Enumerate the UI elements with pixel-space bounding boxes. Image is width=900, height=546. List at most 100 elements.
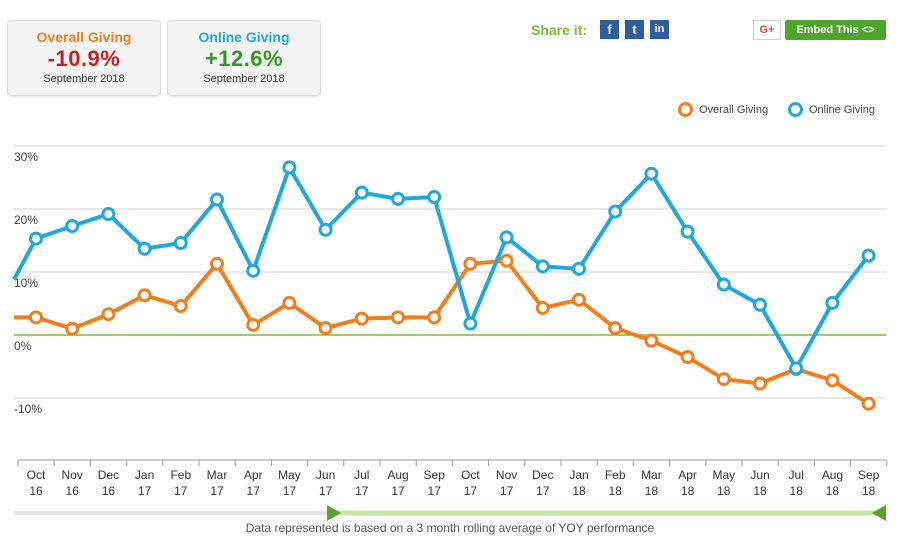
data-point-online-giving [789,361,804,376]
data-point-online-giving [463,316,478,331]
online-giving-card: Online Giving +12.6% September 2018 [167,20,321,96]
x-tick-label: Jul [789,468,804,482]
data-point-online-giving [680,224,695,239]
x-tick-label: 17 [536,484,550,498]
legend-online-marker-icon [788,102,803,117]
x-tick-label: Apr [244,468,263,482]
data-point-online-giving [716,277,731,292]
data-point-overall-giving [173,299,188,314]
data-point-online-giving [65,219,80,234]
data-point-online-giving [825,295,840,310]
x-tick-label: Dec [98,468,119,482]
embed-button[interactable]: Embed This <> [785,20,886,40]
data-point-overall-giving [644,333,659,348]
x-tick-label: 18 [790,484,804,498]
data-point-overall-giving [318,321,333,336]
data-point-online-giving [644,166,659,181]
data-point-online-giving [608,204,623,219]
x-tick-label: 16 [66,484,80,498]
x-tick-label: 17 [428,484,442,498]
footnote: Data represented is based on a 3 month r… [245,521,655,535]
data-point-overall-giving [65,321,80,336]
x-tick-label: 16 [102,484,116,498]
overall-giving-title: Overall Giving [36,29,132,45]
x-tick-label: Nov [496,468,517,482]
legend-overall-marker-icon [678,102,693,117]
data-point-overall-giving [608,321,623,336]
twitter-icon[interactable]: t [625,20,644,39]
range-handle-left-icon [327,505,341,521]
data-point-online-giving [137,241,152,256]
data-point-online-giving [29,231,43,246]
online-giving-value: +12.6% [204,46,284,71]
x-tick-label: Sep [858,468,880,482]
range-handle-right-icon [872,505,886,521]
x-tick-label: Apr [678,468,697,482]
overall-giving-value: -10.9% [47,46,121,71]
x-tick-label: Nov [62,468,83,482]
data-point-online-giving [391,191,405,206]
series-line-overall-giving [14,258,870,406]
y-tick-label: 20% [14,213,38,227]
data-point-overall-giving [282,295,297,310]
online-giving-date: September 2018 [203,73,285,85]
y-tick-label: 10% [14,276,38,290]
data-point-overall-giving [499,253,514,268]
x-tick-label: Jun [316,468,335,482]
x-tick-label: 18 [681,484,695,498]
x-tick-label: 18 [826,484,840,498]
x-tick-label: 17 [247,484,261,498]
legend-online-label: Online Giving [809,104,876,116]
x-tick-label: 18 [572,484,586,498]
x-tick-label: 17 [174,484,188,498]
x-tick-label: Aug [387,468,408,482]
x-tick-label: 18 [609,484,623,498]
data-point-online-giving [210,192,224,207]
data-point-overall-giving [463,256,478,271]
data-point-overall-giving [210,256,224,271]
data-point-overall-giving [716,372,731,387]
data-point-online-giving [101,207,116,222]
x-tick-label: 18 [862,484,876,498]
linkedin-icon[interactable]: in [650,20,669,39]
google-plus-icon[interactable]: G+ [753,20,781,40]
data-point-overall-giving [354,311,369,326]
x-tick-label: 17 [500,484,514,498]
legend-overall-label: Overall Giving [699,104,769,116]
x-tick-label: 17 [464,484,478,498]
x-tick-label: 17 [355,484,369,498]
x-tick-label: 17 [283,484,297,498]
data-point-overall-giving [391,310,405,325]
data-point-overall-giving [572,292,586,307]
x-tick-label: Oct [27,468,46,482]
y-tick-label: -10% [14,402,42,416]
data-point-online-giving [499,230,514,245]
x-tick-label: 17 [210,484,224,498]
x-tick-label: Mar [641,468,662,482]
data-point-online-giving [535,259,550,274]
data-point-overall-giving [680,350,695,365]
x-tick-label: 18 [753,484,767,498]
data-point-online-giving [173,236,188,251]
x-tick-label: 18 [645,484,659,498]
facebook-icon[interactable]: f [600,20,619,39]
x-tick-label: Sep [424,468,446,482]
data-point-online-giving [753,297,767,312]
share-label: Share it: [531,22,588,38]
overall-giving-card: Overall Giving -10.9% September 2018 [7,20,161,96]
legend-online-giving[interactable]: Online Giving [788,102,875,117]
x-tick-label: Mar [207,468,228,482]
data-point-online-giving [282,160,297,175]
data-point-online-giving [572,261,586,276]
data-point-overall-giving [535,300,550,315]
x-tick-label: Feb [170,468,191,482]
legend-overall-giving[interactable]: Overall Giving [678,102,768,117]
data-point-online-giving [354,185,369,200]
x-tick-label: 16 [29,484,43,498]
data-point-overall-giving [753,376,767,391]
data-point-online-giving [861,248,876,263]
data-point-online-giving [246,263,261,278]
series-line-online-giving [12,165,871,371]
x-tick-label: Oct [461,468,480,482]
